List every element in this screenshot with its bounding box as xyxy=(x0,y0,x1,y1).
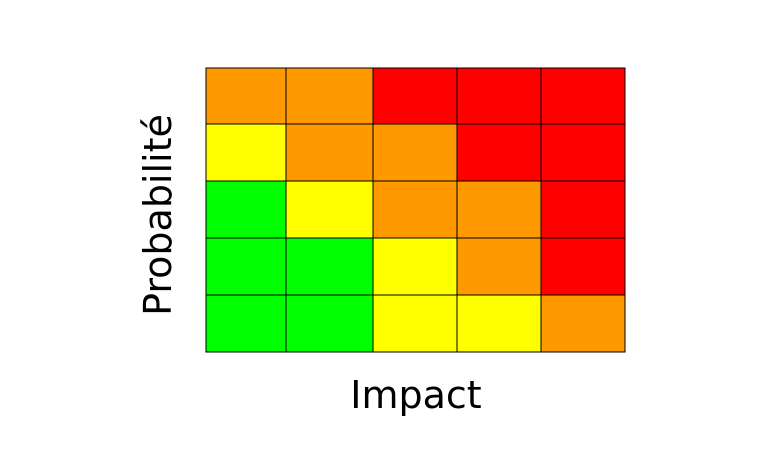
matrix-cell-r4-c2 xyxy=(285,237,374,296)
matrix-cell-r2-c3 xyxy=(372,123,458,182)
matrix-cell-r1-c5 xyxy=(540,67,626,125)
matrix-cell-r2-c2 xyxy=(285,123,374,182)
matrix-cell-r1-c2 xyxy=(285,67,374,125)
matrix-cell-r5-c1 xyxy=(205,294,287,353)
matrix-cell-r2-c4 xyxy=(456,123,542,182)
matrix-cell-r3-c2 xyxy=(285,180,374,239)
x-axis-label: Impact xyxy=(350,373,481,417)
matrix-cell-r1-c3 xyxy=(372,67,458,125)
matrix-cell-r2-c5 xyxy=(540,123,626,182)
matrix-cell-r5-c4 xyxy=(456,294,542,353)
matrix-cell-r4-c3 xyxy=(372,237,458,296)
matrix-cell-r3-c5 xyxy=(540,180,626,239)
matrix-cell-r2-c1 xyxy=(205,123,287,182)
matrix-cell-r1-c4 xyxy=(456,67,542,125)
matrix-cell-r5-c5 xyxy=(540,294,626,353)
matrix-cell-r5-c2 xyxy=(285,294,374,353)
matrix-cell-r4-c5 xyxy=(540,237,626,296)
matrix-cell-r1-c1 xyxy=(205,67,287,125)
matrix-cells xyxy=(205,67,626,353)
matrix-cell-r4-c1 xyxy=(205,237,287,296)
matrix-cell-r3-c4 xyxy=(456,180,542,239)
y-axis-label: Probabilité xyxy=(136,114,180,316)
matrix-cell-r3-c3 xyxy=(372,180,458,239)
matrix-cell-r5-c3 xyxy=(372,294,458,353)
matrix-cell-r4-c4 xyxy=(456,237,542,296)
matrix-cell-r3-c1 xyxy=(205,180,287,239)
